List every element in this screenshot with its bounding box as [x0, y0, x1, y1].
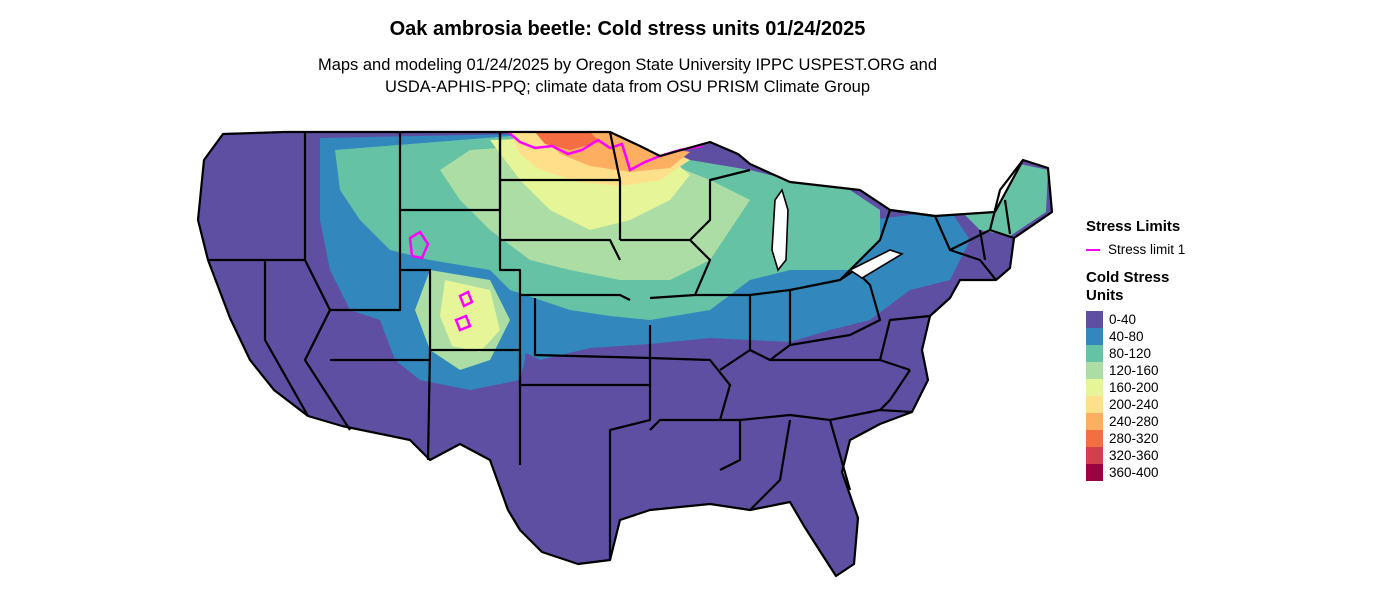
stress-limit-legend-item: Stress limit 1	[1086, 242, 1246, 257]
subtitle-line-1: Maps and modeling 01/24/2025 by Oregon S…	[317, 56, 938, 74]
cold-stress-bin-label: 160-200	[1109, 380, 1159, 395]
cold-stress-bin-swatch	[1086, 464, 1103, 481]
cold-stress-bin-label: 240-280	[1109, 414, 1159, 429]
border-central-lines	[608, 168, 792, 560]
cold-stress-bin-swatch	[1086, 328, 1103, 345]
cold-stress-bin-label: 120-160	[1109, 363, 1159, 378]
cold-stress-bin-label: 40-80	[1109, 329, 1144, 344]
border-east-lines	[739, 159, 1024, 511]
cold-stress-bin: 160-200	[1086, 379, 1246, 396]
great-lakes	[771, 188, 904, 279]
us-outline	[196, 130, 1054, 578]
cold-stress-bin: 80-120	[1086, 345, 1246, 362]
cold-stress-bin-swatch	[1086, 345, 1103, 362]
stress-limit-contour-north	[507, 131, 703, 172]
border-plains-lines	[498, 131, 652, 387]
map-title: Oak ambrosia beetle: Cold stress units 0…	[389, 18, 866, 40]
us-cold-stress-map	[196, 130, 1054, 578]
cold-stress-bin-label: 280-320	[1109, 431, 1159, 446]
cold-stress-bin-swatch	[1086, 379, 1103, 396]
stress-limit-contour-wyoming	[408, 230, 430, 260]
cold-stress-bin-label: 80-120	[1109, 346, 1152, 361]
cold-stress-bin-swatch	[1086, 311, 1103, 328]
cold-stress-bin-label: 0-40	[1109, 312, 1137, 327]
stress-limits-title: Stress Limits	[1086, 218, 1181, 235]
cold-stress-units-title: Cold Stress Units	[1086, 269, 1170, 304]
cold-stress-bin: 40-80	[1086, 328, 1246, 345]
cold-stress-bin: 360-400	[1086, 464, 1246, 481]
zone-160-200-colorado	[440, 280, 500, 352]
map-legend: Stress Limits Stress limit 1 Cold Stress…	[1086, 218, 1246, 481]
stress-limit-label: Stress limit 1	[1108, 242, 1186, 257]
lake-erie	[848, 249, 904, 279]
map-subtitle: Maps and modeling 01/24/2025 by Oregon S…	[0, 54, 1255, 98]
cold-stress-bin: 120-160	[1086, 362, 1246, 379]
cold-stress-bin-swatch	[1086, 430, 1103, 447]
cold-stress-bin-swatch	[1086, 396, 1103, 413]
cold-stress-bin-label: 360-400	[1109, 465, 1159, 480]
subtitle-line-2: USDA-APHIS-PPQ; climate data from OSU PR…	[384, 78, 871, 96]
stress-limit-contours	[408, 131, 703, 332]
stress-limit-contour-colorado-2	[454, 314, 472, 332]
cold-stress-bin: 200-240	[1086, 396, 1246, 413]
stress-limit-contour-colorado-1	[458, 290, 474, 308]
cold-stress-bin-swatch	[1086, 413, 1103, 430]
cold-stress-bin: 320-360	[1086, 447, 1246, 464]
state-borders	[196, 130, 1054, 578]
cold-stress-bin: 240-280	[1086, 413, 1246, 430]
cold-stress-bin: 280-320	[1086, 430, 1246, 447]
cold-stress-units-list: 0-40 40-80 80-120 120-160 160-200 200-240 240-…	[1086, 311, 1246, 481]
cold-stress-bin-label: 320-360	[1109, 448, 1159, 463]
cold-stress-bin-swatch	[1086, 362, 1103, 379]
stress-limit-swatch	[1086, 248, 1100, 251]
cold-stress-bin-swatch	[1086, 447, 1103, 464]
cold-stress-bin-label: 200-240	[1109, 397, 1159, 412]
cold-stress-bin: 0-40	[1086, 311, 1246, 328]
lake-michigan	[771, 188, 789, 272]
